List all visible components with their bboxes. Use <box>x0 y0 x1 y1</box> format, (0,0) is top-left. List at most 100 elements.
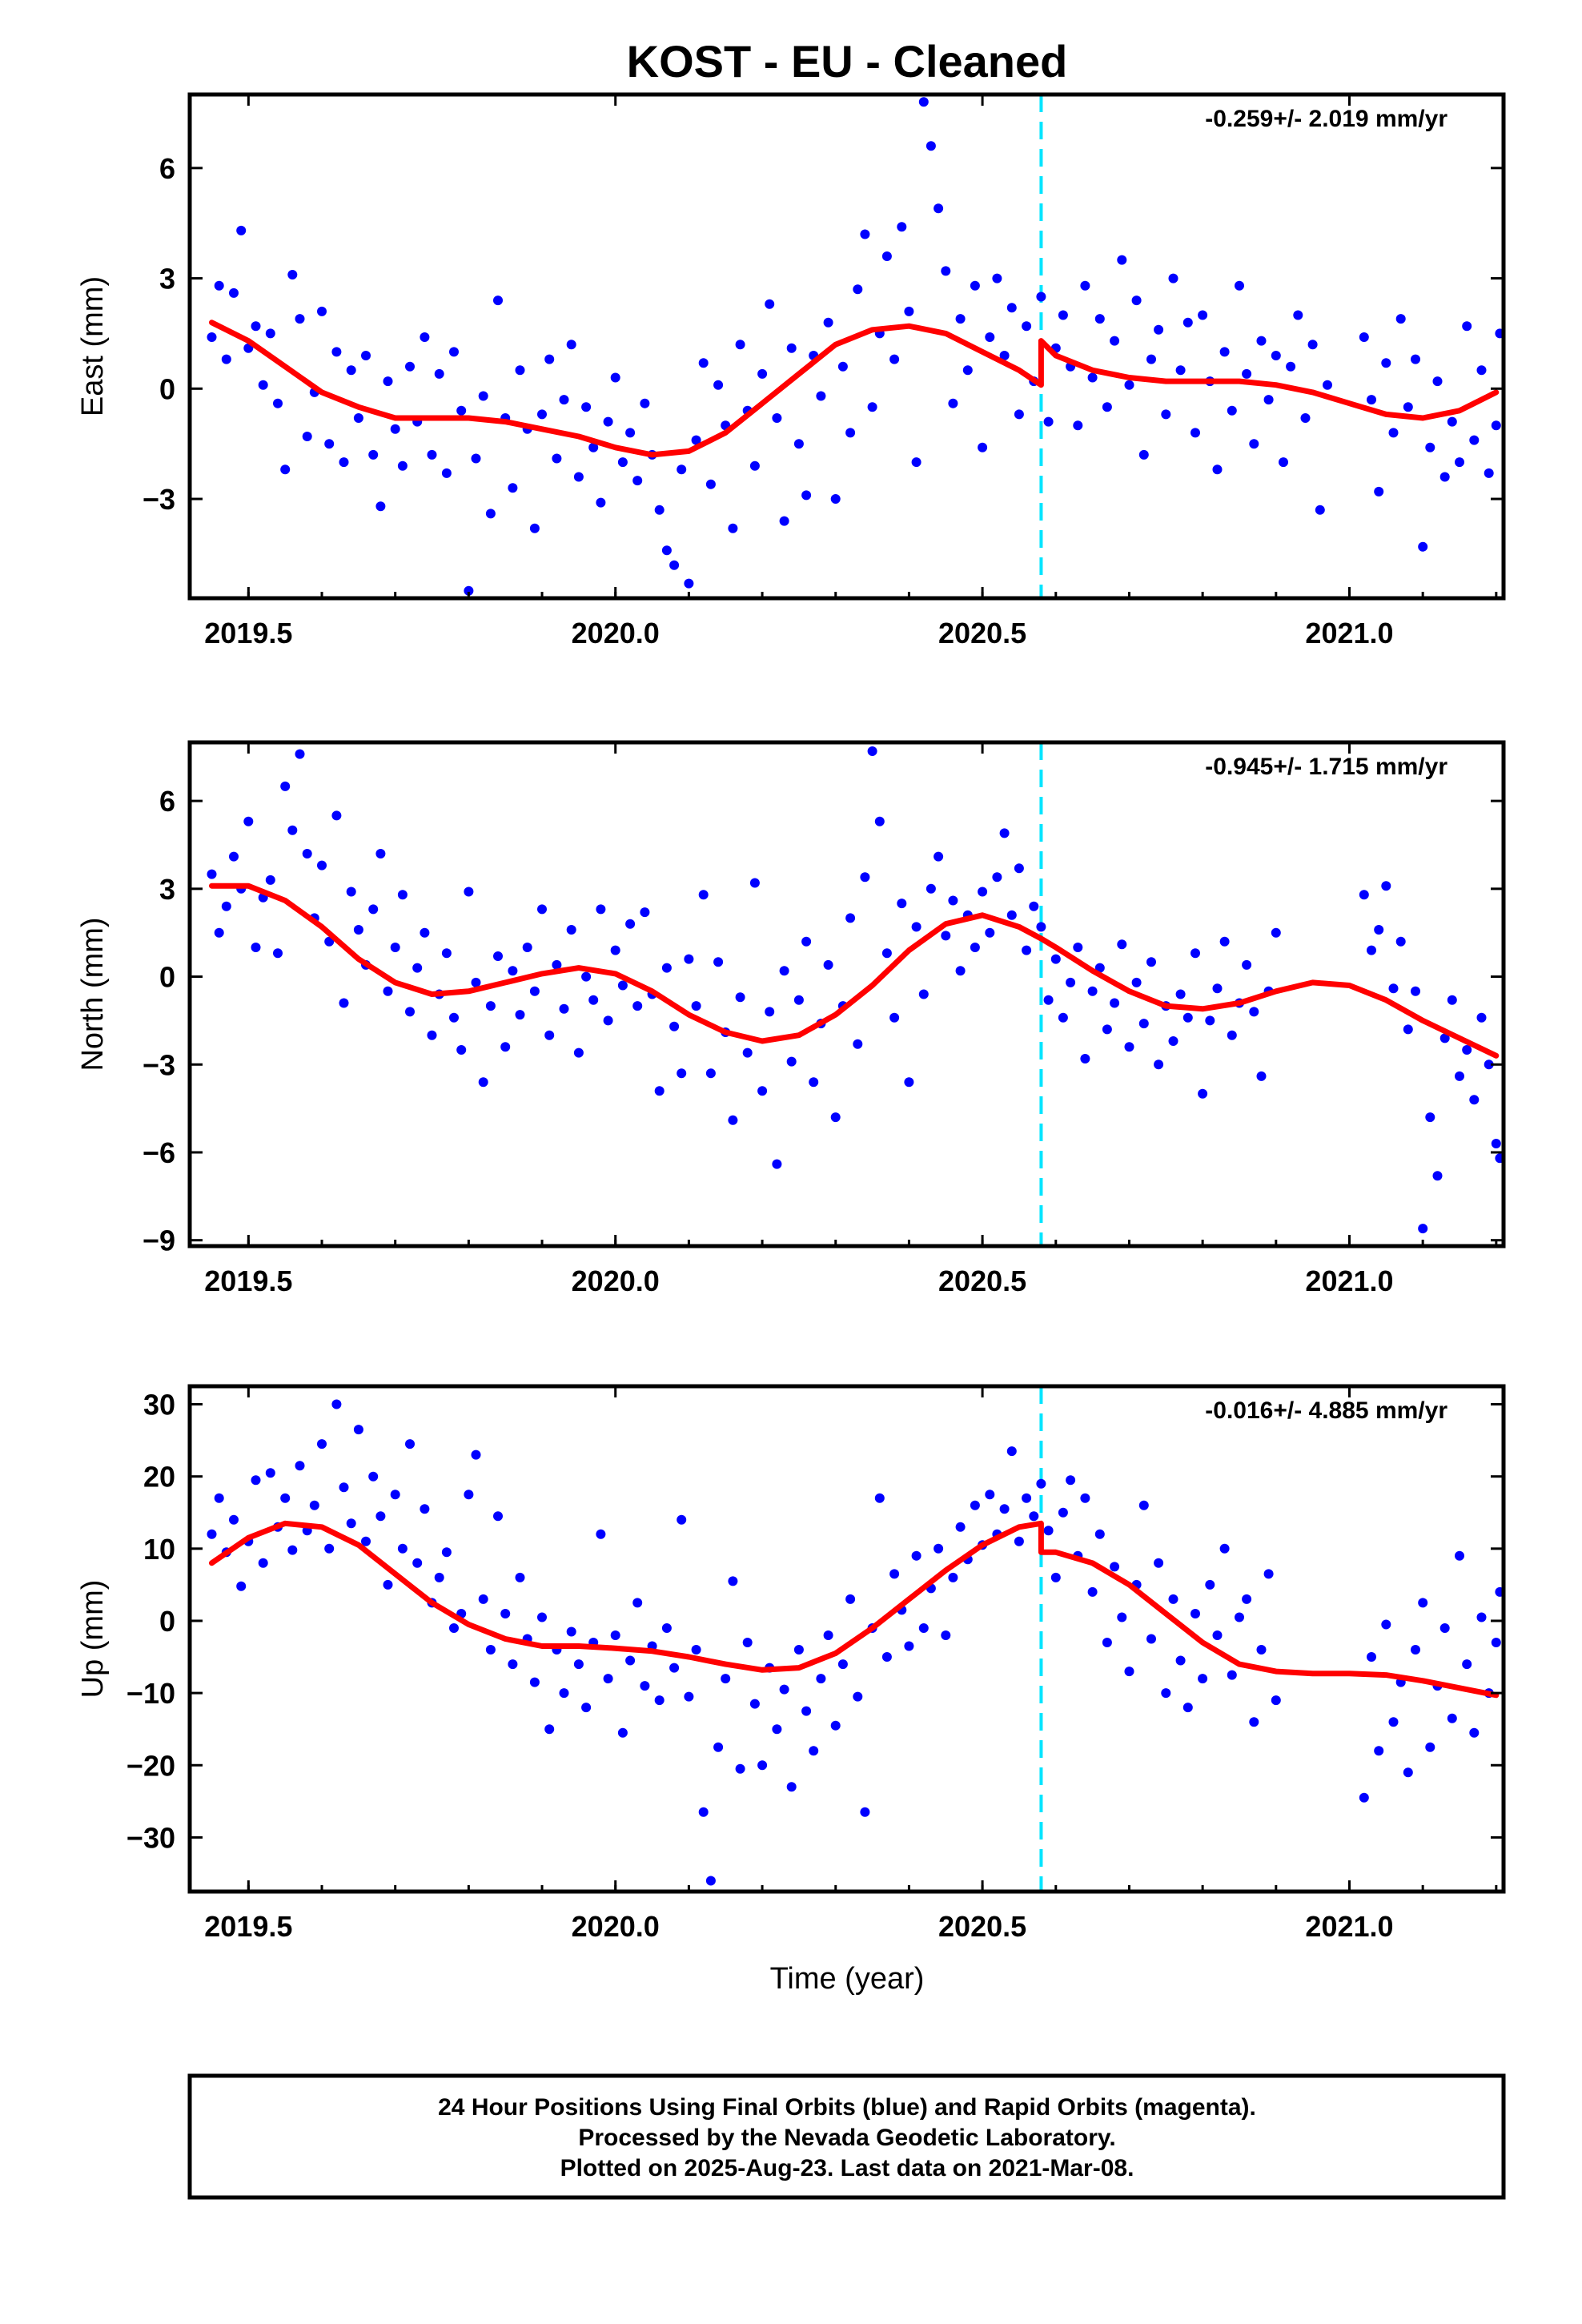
east-data-point <box>978 442 988 452</box>
east-ytick-label: 3 <box>159 263 175 296</box>
east-panel: 2019.5 2020.0 2020.5 2021.0 −3 0 3 6 East (mm) -0… <box>76 92 1506 649</box>
east-rate-label: -0.259+/- 2.019 mm/yr <box>1205 106 1447 132</box>
east-data-point <box>1418 541 1428 552</box>
east-data-point <box>941 266 951 276</box>
north-data-point <box>1080 1054 1090 1063</box>
up-data-point <box>860 1807 870 1817</box>
east-data-point <box>214 280 224 291</box>
up-data-point <box>1124 1667 1134 1677</box>
north-data-point <box>853 1039 863 1049</box>
north-data-point <box>617 980 628 991</box>
north-data-point <box>926 883 936 894</box>
up-data-point <box>1087 1586 1098 1597</box>
east-model-curve <box>209 320 1500 458</box>
north-data-point <box>698 890 709 900</box>
north-data-point <box>1249 1007 1259 1017</box>
east-ytick-label: −3 <box>143 483 175 516</box>
east-data-point <box>904 306 914 316</box>
up-data-point <box>1138 1500 1149 1510</box>
north-data-point <box>1227 1030 1237 1040</box>
north-ytick-label: 0 <box>159 961 175 994</box>
north-data-point <box>1146 957 1156 967</box>
east-data-point <box>1080 280 1090 291</box>
east-data-point <box>1191 428 1200 438</box>
up-data-point <box>1263 1569 1274 1579</box>
east-data-point <box>1447 416 1457 427</box>
up-data-point <box>874 1493 885 1503</box>
east-data-point <box>845 428 856 438</box>
north-data-point <box>207 869 217 879</box>
up-data-point <box>1476 1612 1487 1622</box>
up-data-point <box>845 1594 856 1604</box>
up-points <box>207 1399 1504 1886</box>
up-data-point <box>573 1659 584 1670</box>
east-data-point <box>581 402 592 412</box>
north-data-point <box>749 878 760 888</box>
east-data-point <box>1161 409 1171 420</box>
up-data-point <box>265 1468 275 1478</box>
north-xtick-label: 2020.5 <box>938 1265 1026 1297</box>
north-data-point <box>1198 1088 1208 1099</box>
north-model-curve <box>209 883 1500 1059</box>
up-xtick-label: 2019.5 <box>204 1910 292 1943</box>
up-data-point <box>625 1655 636 1666</box>
north-data-point <box>1043 995 1054 1005</box>
east-data-point <box>837 361 848 372</box>
up-data-point <box>1154 1558 1164 1568</box>
up-data-point <box>1367 1652 1376 1662</box>
up-data-point <box>508 1659 518 1670</box>
north-data-point <box>368 904 379 915</box>
east-data-point <box>934 203 944 214</box>
north-data-point <box>1014 863 1024 874</box>
east-ytick-label: 6 <box>159 152 175 185</box>
north-xtick-label: 2021.0 <box>1305 1265 1393 1297</box>
east-data-point <box>588 442 599 452</box>
up-data-point <box>449 1623 459 1633</box>
north-data-point <box>1110 998 1120 1008</box>
north-data-point <box>1073 943 1083 952</box>
chart-title: KOST - EU - Cleaned <box>627 36 1068 86</box>
east-data-point <box>529 523 540 533</box>
up-data-point <box>485 1645 496 1655</box>
up-data-point <box>1212 1630 1223 1640</box>
north-data-point <box>1462 1045 1472 1055</box>
up-data-point <box>881 1652 892 1662</box>
north-data-point <box>302 849 312 858</box>
east-data-point <box>698 358 709 368</box>
east-data-point <box>1124 380 1134 390</box>
up-data-point <box>559 1688 569 1699</box>
up-ytick-label: −20 <box>126 1749 175 1782</box>
north-data-point <box>287 825 298 835</box>
east-data-point <box>295 314 305 324</box>
up-data-point <box>640 1681 650 1691</box>
up-data-point <box>383 1579 393 1590</box>
north-data-point <box>596 904 606 915</box>
east-data-point <box>867 402 877 412</box>
north-data-point <box>713 957 724 967</box>
north-data-point <box>529 986 540 996</box>
up-data-point <box>955 1522 966 1532</box>
north-data-point <box>779 966 789 976</box>
east-data-point <box>229 287 239 298</box>
east-data-point <box>397 460 408 471</box>
footer-box <box>187 2073 1506 2200</box>
east-data-point <box>441 468 452 478</box>
up-data-point <box>493 1511 503 1522</box>
up-data-point <box>368 1471 379 1482</box>
east-data-point <box>353 413 363 423</box>
up-data-point <box>515 1572 525 1582</box>
north-data-point <box>874 816 885 826</box>
east-data-point <box>999 351 1010 360</box>
north-data-point <box>985 927 995 938</box>
up-data-point <box>412 1558 423 1568</box>
east-data-point <box>985 332 995 342</box>
north-data-point <box>684 954 694 964</box>
east-data-point <box>765 299 775 309</box>
north-data-point <box>544 1030 555 1040</box>
north-data-point <box>742 1047 753 1058</box>
up-data-point <box>280 1493 291 1503</box>
east-data-point <box>1219 347 1230 357</box>
up-data-point <box>793 1645 804 1655</box>
east-data-point <box>596 497 606 508</box>
east-data-point <box>669 560 680 570</box>
